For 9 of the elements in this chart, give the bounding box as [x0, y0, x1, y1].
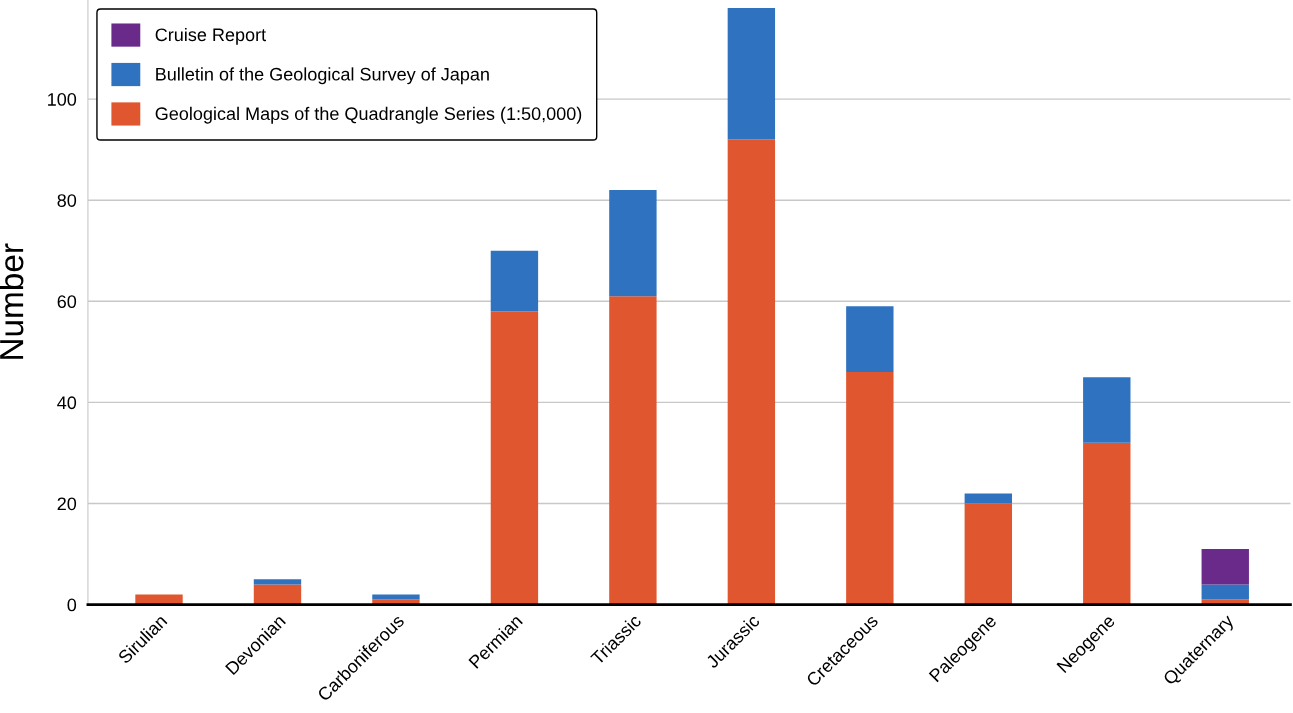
y-tick-label: 0: [67, 598, 77, 612]
y-tick-label: 60: [57, 295, 77, 309]
y-tick-label: 20: [57, 497, 77, 511]
legend-label: Cruise Report: [155, 27, 266, 45]
y-tick-label: 40: [57, 396, 77, 410]
y-tick-label: 80: [57, 194, 77, 207]
legend-label: Bulletin of the Geological Survey of Japan: [156, 67, 489, 85]
y-tick-label: 100: [48, 93, 77, 106]
legend-label: Geological Maps of the Quadrangle Series (1:50,000): [155, 106, 582, 124]
